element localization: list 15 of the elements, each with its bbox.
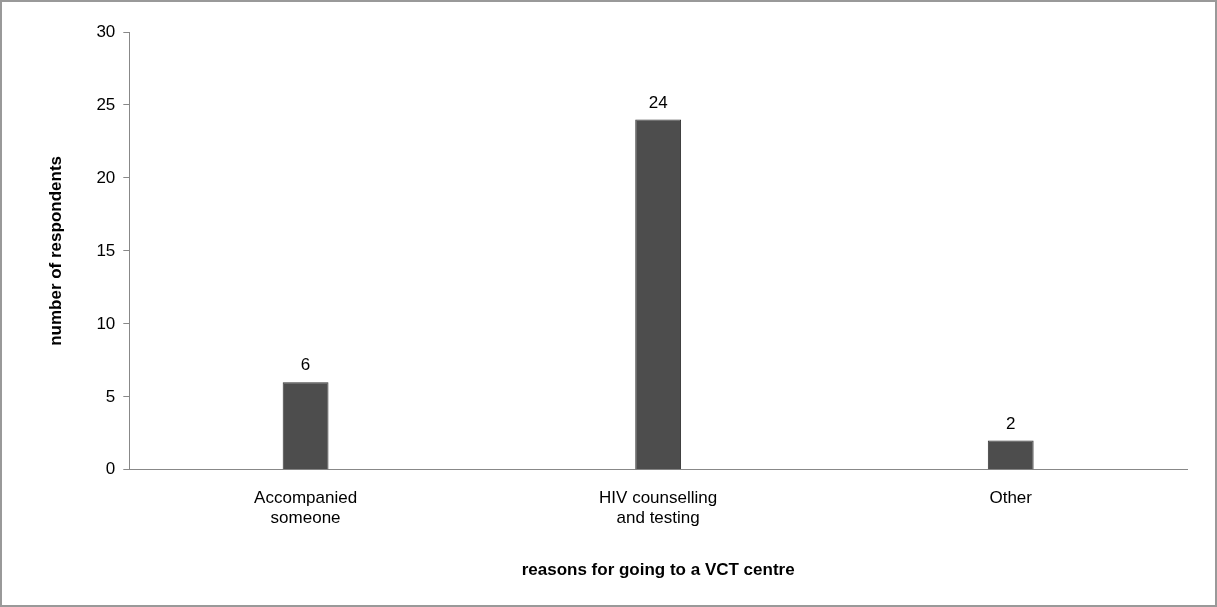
data-label: 2 xyxy=(1005,413,1016,433)
data-label: 6 xyxy=(300,355,311,375)
y-tick-label: 20 xyxy=(96,167,116,187)
y-tick-label: 5 xyxy=(105,386,116,406)
x-tick-label: Other xyxy=(989,487,1033,507)
y-axis-title: number of respondents xyxy=(45,155,65,346)
y-tick-label: 25 xyxy=(96,94,116,114)
y-tick-label: 30 xyxy=(96,21,116,41)
y-tick-label: 10 xyxy=(96,313,116,333)
y-tick-label: 15 xyxy=(96,240,116,260)
x-tick-label: HIV counselling and testing xyxy=(599,487,718,528)
x-axis-title: reasons for going to a VCT centre xyxy=(521,560,795,580)
data-label: 24 xyxy=(648,92,668,112)
x-tick-label: Accompanied someone xyxy=(254,487,358,528)
y-tick-label: 0 xyxy=(105,459,116,479)
